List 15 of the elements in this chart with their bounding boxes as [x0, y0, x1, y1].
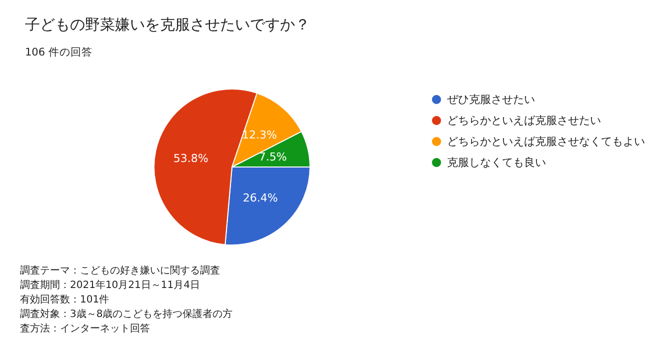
legend-label: どちらかといえば克服させたい — [447, 114, 601, 127]
data-label: 7.5% — [258, 150, 287, 164]
text: 調査対象：3歳～8歳のこどもを持つ保護者の方 — [20, 308, 233, 320]
text: 106 件の回答 — [25, 46, 92, 58]
legend-label: どちらかといえば克服させなくてもよい — [447, 135, 645, 148]
legend-label: ぜひ克服させたい — [447, 93, 535, 106]
chart-title: 子どもの野菜嫌いを克服させたいですか？ — [25, 16, 310, 34]
data-label: 53.8% — [173, 152, 208, 165]
text: 調査期間：2021年10月21日～11月4日 — [20, 279, 200, 291]
text: 調査テーマ：こどもの好き嫌いに関する調査 — [20, 264, 220, 276]
text: 査方法：インターネット回答 — [20, 322, 150, 334]
data-label: 12.3% — [242, 128, 277, 142]
text: 有効回答数：101件 — [20, 294, 110, 306]
legend-label: 克服しなくても良い — [447, 156, 546, 169]
data-label: 26.4% — [242, 191, 278, 204]
